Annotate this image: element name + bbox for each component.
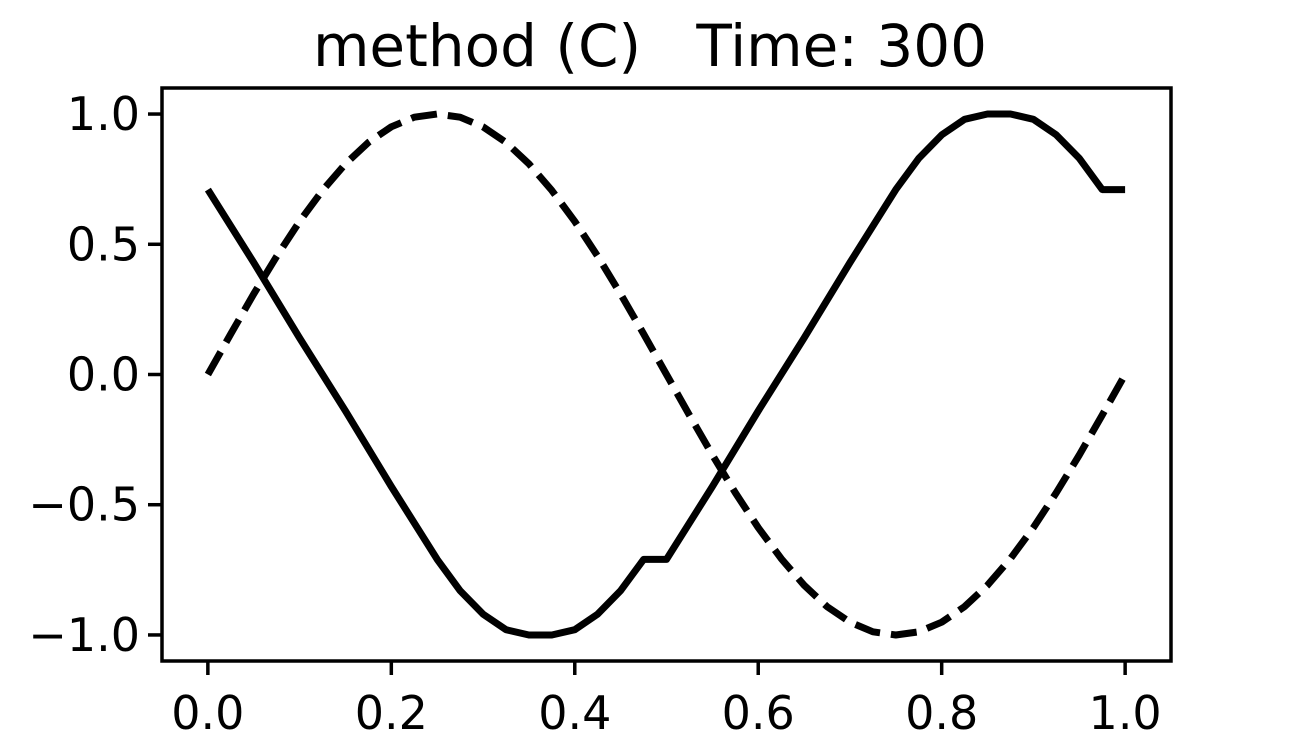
x-tick-label: 0.4 <box>538 686 611 740</box>
x-tick-label: 0.8 <box>905 686 978 740</box>
y-tick-label: 1.0 <box>67 87 140 141</box>
x-tick-label: 0.2 <box>355 686 428 740</box>
chart-title: method (C) Time: 300 <box>313 12 987 80</box>
x-tick-label: 0.6 <box>722 686 795 740</box>
series-line-solid <box>204 110 1126 639</box>
x-tick-label: 1.0 <box>1089 686 1162 740</box>
y-tick-label: −0.5 <box>28 478 140 532</box>
series-line-dashed <box>204 110 1129 639</box>
series-layer <box>204 110 1129 639</box>
axes-layer: 0.0 0.2 0.4 0.6 0.8 1.0 1.0 0.5 0.0 −0.5 −1.0 <box>28 86 1173 740</box>
y-tick-label: −1.0 <box>28 608 140 662</box>
y-tick-label: 0.0 <box>67 348 140 402</box>
y-tick-label: 0.5 <box>67 217 140 271</box>
x-tick-label: 0.0 <box>171 686 244 740</box>
